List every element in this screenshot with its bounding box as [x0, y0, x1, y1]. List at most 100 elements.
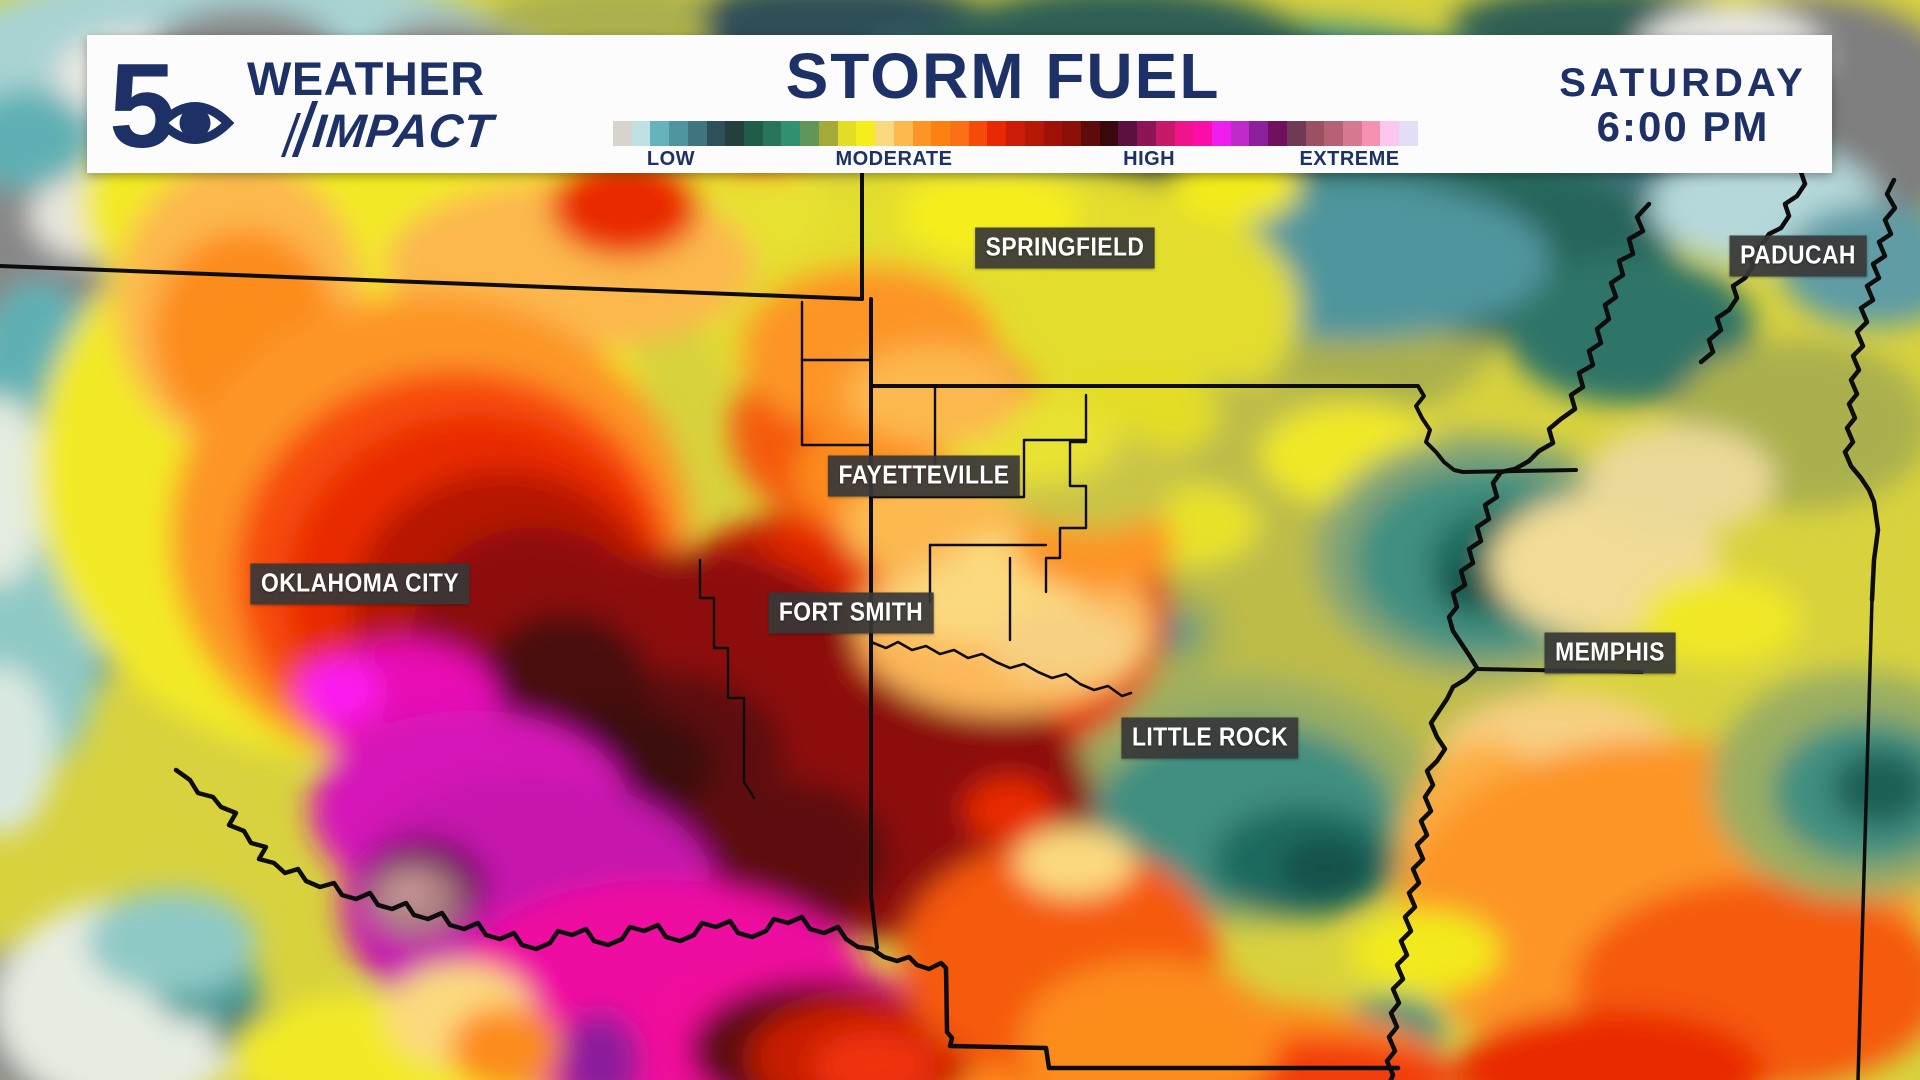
header-banner: 5 WEATHER IMPACT STORM FUEL LOW MODERATE H…	[87, 35, 1832, 173]
legend-swatch	[800, 121, 819, 146]
border-line	[698, 558, 756, 800]
contour-blob	[1436, 564, 1500, 612]
contour-blob	[0, 90, 90, 190]
cbs-eye-icon	[155, 102, 235, 144]
storm-fuel-legend: LOW MODERATE HIGH EXTREME	[613, 121, 1418, 170]
contour-blob	[1640, 575, 1800, 665]
legend-swatch	[1062, 121, 1081, 146]
legend-swatch	[1286, 121, 1306, 146]
legend-swatch	[1024, 121, 1044, 146]
contour-blob	[450, 1006, 560, 1080]
legend-swatch	[1155, 121, 1175, 146]
contour-blob	[1350, 910, 1500, 994]
contour-blob	[0, 665, 55, 835]
contour-blob	[296, 658, 380, 722]
page-title: STORM FUEL	[785, 40, 1221, 112]
legend-colorbar	[613, 121, 1418, 146]
contour-blob	[0, 395, 45, 585]
legend-swatch	[1118, 121, 1138, 146]
channel-5-cbs-eye-icon: 5	[109, 47, 235, 163]
legend-swatch	[613, 121, 632, 146]
contour-blob	[382, 873, 434, 913]
contour-blob	[1585, 425, 1775, 535]
legend-swatch	[931, 121, 950, 146]
legend-label-extreme: EXTREME	[1299, 148, 1400, 170]
legend-swatch	[744, 121, 763, 146]
station-logo: 5 WEATHER IMPACT	[101, 43, 531, 167]
city-label-springfield: SPRINGFIELD	[975, 227, 1155, 269]
legend-swatch	[725, 121, 745, 146]
legend-swatch	[762, 121, 782, 146]
city-label-memphis: MEMPHIS	[1544, 632, 1676, 674]
brand-weather-text: WEATHER	[247, 52, 485, 105]
legend-label-high: HIGH	[1123, 148, 1176, 170]
legend-swatch	[1361, 121, 1381, 146]
legend-swatch	[1043, 121, 1063, 146]
border-line	[0, 264, 864, 301]
legend-swatch	[1099, 121, 1119, 146]
legend-swatch	[856, 121, 876, 146]
brand-impact-text: IMPACT	[310, 104, 496, 157]
border-line	[1044, 393, 1088, 594]
legend-swatch	[1193, 121, 1212, 146]
contour-blob	[550, 153, 700, 257]
border-line	[1842, 177, 1898, 603]
state-county-borders	[0, 156, 1898, 1080]
legend-swatch	[912, 121, 932, 146]
legend-swatch	[687, 121, 707, 146]
valid-time: SATURDAY 6:00 PM	[1559, 61, 1807, 149]
contour-blob	[990, 607, 1140, 683]
contour-blob	[812, 1030, 936, 1080]
legend-swatch	[1080, 121, 1100, 146]
timestamp-day: SATURDAY	[1559, 61, 1807, 105]
legend-swatch	[1324, 121, 1344, 146]
legend-swatch	[1399, 121, 1418, 146]
legend-swatch	[1174, 121, 1194, 146]
city-label-fayetteville: FAYETTEVILLE	[827, 455, 1021, 497]
legend-swatch	[1249, 121, 1269, 146]
legend-label-low: LOW	[646, 148, 696, 170]
legend-swatch	[1212, 121, 1231, 146]
legend-swatch	[1268, 121, 1287, 146]
legend-swatch	[1380, 121, 1400, 146]
legend-swatch	[1230, 121, 1250, 146]
contour-blob	[1015, 827, 1135, 897]
legend-label-moderate: MODERATE	[835, 148, 953, 170]
legend-swatch	[650, 121, 670, 146]
legend-swatch	[669, 121, 688, 146]
contour-blob	[1279, 838, 1371, 898]
border-line	[870, 384, 1578, 474]
border-line	[173, 767, 1401, 1071]
legend-swatch	[631, 121, 651, 146]
legend-swatch	[837, 121, 857, 146]
city-label-fort-smith: FORT SMITH	[768, 592, 934, 634]
legend-swatch	[1006, 121, 1025, 146]
legend-swatch	[1305, 121, 1325, 146]
channel-number-glyph: 5	[109, 47, 176, 163]
contour-blob	[965, 778, 1055, 842]
city-label-little-rock: LITTLE ROCK	[1121, 717, 1299, 759]
contour-blob	[87, 890, 257, 994]
contour-blob	[1455, 1010, 1765, 1080]
border-line	[869, 640, 1133, 698]
city-label-paducah: PADUCAH	[1729, 235, 1867, 277]
city-label-oklahoma-city: OKLAHOMA CITY	[250, 563, 470, 605]
legend-swatch	[949, 121, 969, 146]
legend-swatch	[1343, 121, 1362, 146]
legend-swatch	[781, 121, 801, 146]
legend-swatch	[875, 121, 894, 146]
border-line	[1384, 201, 1652, 1080]
legend-swatch	[987, 121, 1007, 146]
timestamp-time: 6:00 PM	[1596, 103, 1770, 150]
border-line	[1856, 598, 1874, 1080]
contour-blob	[1505, 255, 1755, 405]
contour-blob	[1832, 750, 1920, 826]
legend-swatch	[706, 121, 726, 146]
legend-swatch	[1137, 121, 1156, 146]
contour-blob	[1020, 960, 1280, 1080]
contour-blob	[560, 1012, 640, 1080]
legend-swatch	[818, 121, 838, 146]
